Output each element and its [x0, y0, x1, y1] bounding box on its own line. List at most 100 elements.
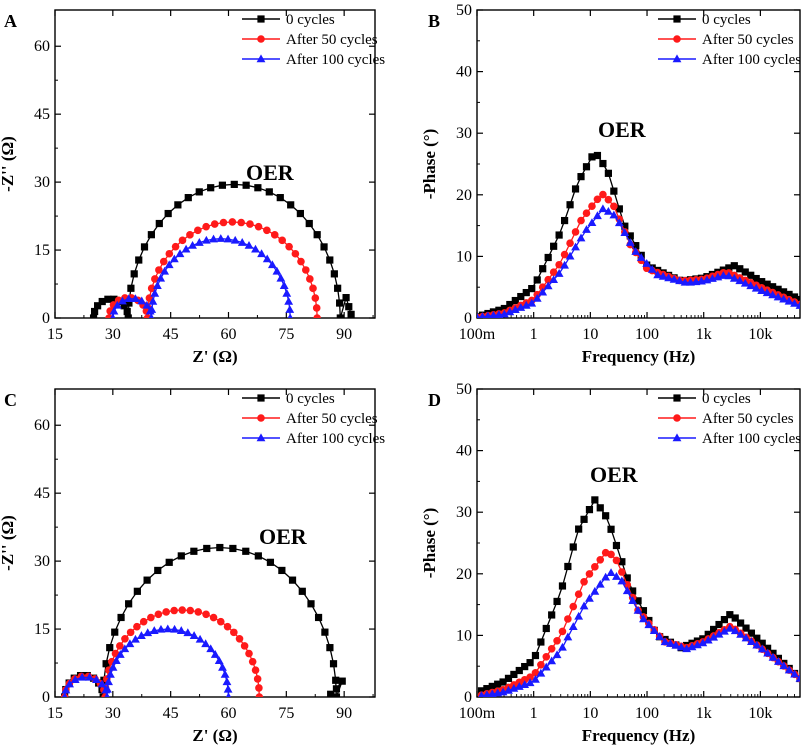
series-line: [112, 238, 291, 318]
data-point: [618, 568, 626, 576]
data-point: [591, 496, 599, 504]
data-point: [313, 314, 321, 318]
data-point: [321, 628, 329, 636]
y-axis-title: -Phase (°): [420, 508, 439, 579]
data-point: [795, 301, 800, 309]
data-point: [255, 684, 263, 692]
data-point: [612, 541, 621, 550]
data-point: [536, 668, 546, 677]
data-point: [779, 288, 788, 296]
data-point: [607, 525, 615, 533]
data-point: [127, 284, 135, 292]
data-point: [599, 190, 607, 199]
y-tick-label: 30: [34, 553, 50, 570]
x-tick-label: 100: [635, 326, 659, 343]
data-point: [790, 293, 799, 301]
data-point: [737, 619, 745, 627]
data-point: [588, 153, 596, 161]
data-point: [549, 268, 558, 277]
data-point: [257, 249, 266, 258]
data-point: [298, 587, 306, 595]
data-point: [272, 266, 282, 275]
data-point: [703, 635, 713, 644]
data-point: [203, 544, 211, 553]
data-point: [223, 622, 232, 631]
data-point: [642, 259, 652, 267]
data-point: [602, 512, 610, 520]
data-point: [730, 626, 740, 635]
data-point: [115, 650, 125, 658]
data-point: [110, 295, 118, 303]
data-point: [91, 307, 99, 316]
data-point: [178, 236, 187, 245]
data-point: [111, 656, 121, 665]
data-point: [593, 211, 602, 220]
data-point: [752, 640, 762, 649]
data-point: [604, 169, 612, 177]
data-point: [779, 294, 788, 303]
data-point: [345, 303, 353, 311]
data-point: [591, 563, 599, 571]
data-point: [210, 220, 219, 228]
data-point: [560, 216, 569, 225]
data-point: [555, 260, 563, 269]
data-point: [547, 656, 557, 665]
data-point: [566, 239, 574, 248]
x-tick-label: 90: [336, 326, 352, 343]
panel-letter: B: [428, 11, 440, 31]
data-point: [575, 525, 583, 533]
data-point: [312, 304, 321, 312]
data-point: [511, 296, 519, 305]
oer-annotation: OER: [598, 117, 647, 142]
data-point: [649, 626, 659, 634]
legend-label: 0 cycles: [702, 391, 751, 407]
data-point: [747, 637, 756, 645]
data-point: [147, 305, 157, 313]
data-point: [785, 290, 793, 299]
data-point: [85, 672, 94, 681]
data-point: [327, 690, 335, 697]
data-point: [306, 275, 314, 283]
data-point: [539, 265, 547, 273]
data-point: [150, 288, 160, 297]
y-tick-label: 15: [34, 621, 50, 638]
data-point: [553, 597, 561, 606]
data-point: [160, 266, 170, 275]
data-point: [265, 188, 273, 196]
data-point: [774, 285, 782, 293]
data-point: [267, 260, 277, 269]
data-point: [558, 582, 567, 590]
legend-marker: [673, 15, 681, 23]
data-point: [218, 662, 227, 671]
data-point: [176, 626, 186, 634]
data-point: [626, 232, 634, 240]
data-point: [242, 547, 250, 555]
panel-letter: D: [428, 390, 441, 410]
data-point: [181, 244, 191, 253]
data-point: [747, 271, 755, 279]
data-point: [223, 684, 233, 693]
data-point: [515, 666, 523, 675]
x-tick-label: 10k: [748, 326, 772, 343]
data-point: [741, 633, 751, 642]
data-point: [103, 684, 112, 693]
data-point: [606, 568, 616, 577]
data-point: [242, 181, 250, 189]
data-point: [610, 187, 618, 195]
data-point: [526, 673, 534, 681]
x-tick-label: 30: [105, 326, 121, 343]
data-point: [753, 634, 761, 642]
data-point: [282, 288, 292, 297]
data-point: [774, 657, 783, 665]
data-point: [555, 231, 563, 239]
data-point: [117, 613, 125, 622]
data-point: [527, 298, 537, 307]
x-axis-title: Z' (Ω): [192, 726, 237, 745]
panel-d: 0 10 20 30 40 50 100m 1 10 100 1k 10k Frequency (Hz)…: [420, 381, 801, 745]
data-point: [216, 543, 224, 552]
data-point: [270, 231, 279, 239]
x-tick-label: 10k: [748, 705, 772, 722]
data-point: [595, 579, 605, 588]
y-tick-label: 30: [456, 125, 472, 142]
data-point: [607, 550, 615, 559]
